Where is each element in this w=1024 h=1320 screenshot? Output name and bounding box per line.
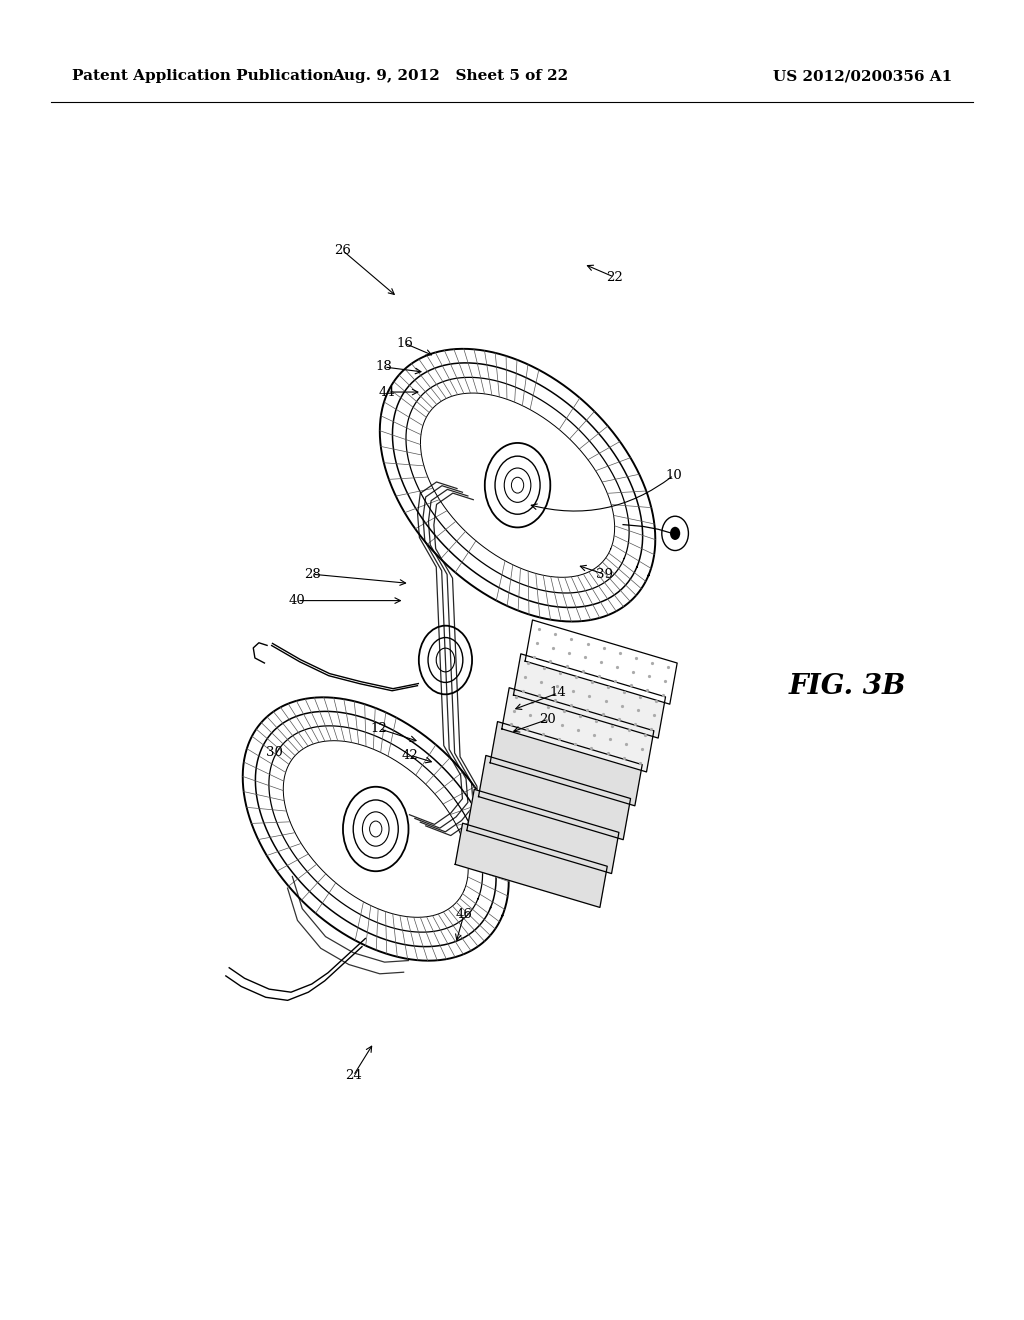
Text: Patent Application Publication: Patent Application Publication — [72, 69, 334, 83]
Text: 44: 44 — [379, 385, 395, 399]
Polygon shape — [513, 653, 666, 738]
Text: 39: 39 — [596, 568, 612, 581]
Polygon shape — [467, 789, 618, 874]
Text: Aug. 9, 2012   Sheet 5 of 22: Aug. 9, 2012 Sheet 5 of 22 — [333, 69, 568, 83]
Polygon shape — [525, 620, 677, 704]
Text: 18: 18 — [376, 360, 392, 374]
Polygon shape — [502, 688, 654, 772]
Text: 22: 22 — [606, 271, 623, 284]
Text: 28: 28 — [304, 568, 321, 581]
Circle shape — [670, 527, 680, 540]
Polygon shape — [490, 722, 642, 805]
Text: US 2012/0200356 A1: US 2012/0200356 A1 — [773, 69, 952, 83]
Polygon shape — [478, 755, 631, 840]
Text: 42: 42 — [401, 748, 418, 762]
Text: 24: 24 — [345, 1069, 361, 1082]
Text: 30: 30 — [266, 746, 283, 759]
Text: 12: 12 — [371, 722, 387, 735]
Text: 40: 40 — [289, 594, 305, 607]
Polygon shape — [456, 824, 607, 907]
Text: 10: 10 — [666, 469, 682, 482]
Text: 20: 20 — [540, 713, 556, 726]
Text: 16: 16 — [396, 337, 413, 350]
Text: 14: 14 — [550, 686, 566, 700]
Text: 26: 26 — [335, 244, 351, 257]
Text: FIG. 3B: FIG. 3B — [788, 673, 906, 700]
Text: 46: 46 — [456, 908, 472, 921]
